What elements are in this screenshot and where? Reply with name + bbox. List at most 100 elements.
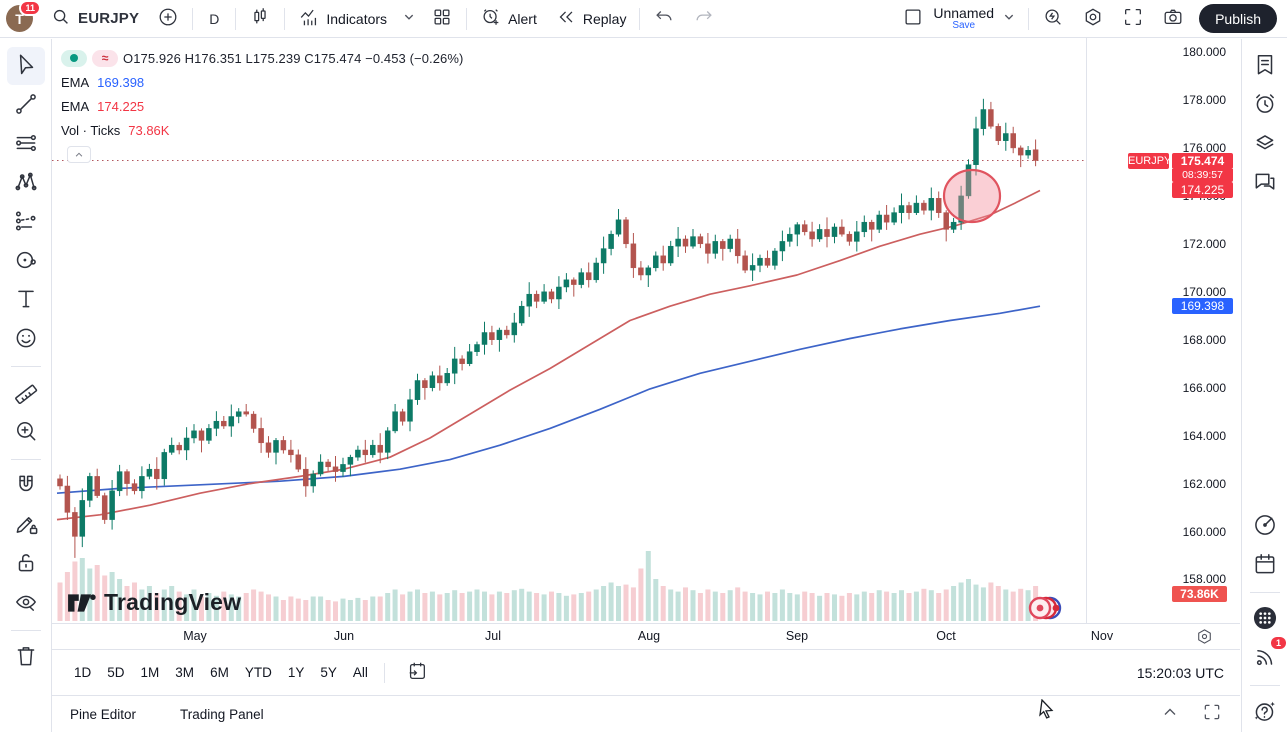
price-axis[interactable]: 180.000178.000176.000174.000172.000170.0… bbox=[1086, 38, 1240, 623]
chat-panel[interactable] bbox=[1246, 164, 1284, 202]
apps-menu[interactable] bbox=[1246, 600, 1284, 638]
indicator-templates-button[interactable] bbox=[422, 4, 462, 34]
help-menu[interactable] bbox=[1246, 693, 1284, 731]
save-layout-button[interactable]: Unnamed Save bbox=[933, 6, 994, 31]
panel-maximize-button[interactable] bbox=[1202, 702, 1222, 727]
price-chart[interactable]: ≈ O175.926 H176.351 L175.239 C175.474 −0… bbox=[52, 38, 1086, 623]
range-3m-button[interactable]: 3M bbox=[167, 660, 202, 685]
cursor-icon bbox=[13, 52, 39, 81]
watchlist-icon bbox=[1252, 52, 1278, 81]
volume-axis-tag: 73.86K bbox=[1172, 586, 1227, 602]
calendar-panel[interactable] bbox=[1246, 546, 1284, 584]
time-tick-sep: Sep bbox=[785, 629, 809, 643]
hide-drawings[interactable] bbox=[7, 584, 45, 622]
circleshape-icon bbox=[13, 247, 39, 276]
range-6m-button[interactable]: 6M bbox=[202, 660, 237, 685]
price-tick: 160.000 bbox=[1182, 524, 1226, 539]
quick-search-button[interactable] bbox=[1033, 4, 1073, 34]
legend-collapse-button[interactable] bbox=[67, 146, 91, 163]
symbol-search-button[interactable]: EURJPY bbox=[41, 4, 148, 34]
fib-lines-tool[interactable] bbox=[7, 125, 45, 163]
indicators-button[interactable]: Indicators bbox=[289, 4, 396, 34]
compare-add-button[interactable] bbox=[148, 4, 188, 34]
quick-search-icon bbox=[1042, 6, 1064, 31]
emoji-tool[interactable] bbox=[7, 320, 45, 358]
text-tool[interactable] bbox=[7, 281, 45, 319]
fullscreen-icon bbox=[1122, 6, 1144, 31]
calendar-arrow-icon bbox=[406, 660, 428, 685]
range-5d-button[interactable]: 5D bbox=[99, 660, 132, 685]
undo-button[interactable] bbox=[644, 4, 684, 34]
drawing-mode[interactable] bbox=[7, 506, 45, 544]
go-to-date-button[interactable] bbox=[397, 658, 437, 688]
redo-button[interactable] bbox=[684, 4, 724, 34]
layout-dropdown[interactable] bbox=[994, 4, 1024, 34]
alert-button[interactable]: Alert bbox=[471, 4, 546, 34]
replay-button[interactable]: Replay bbox=[546, 4, 636, 34]
save-label: Save bbox=[952, 19, 976, 31]
time-tick-oct: Oct bbox=[936, 629, 956, 643]
symbol-name: EURJPY bbox=[78, 10, 140, 27]
divider bbox=[10, 630, 41, 631]
price-tick: 158.000 bbox=[1182, 572, 1226, 587]
forecast-icon bbox=[13, 208, 39, 237]
object-tree-panel[interactable] bbox=[1246, 125, 1284, 163]
trading-panel-tab[interactable]: Trading Panel bbox=[180, 706, 264, 722]
lock-drawings[interactable] bbox=[7, 545, 45, 583]
alert-label: Alert bbox=[508, 10, 537, 27]
range-1m-button[interactable]: 1M bbox=[133, 660, 168, 685]
magnet-mode[interactable] bbox=[7, 467, 45, 505]
hotlists-panel[interactable] bbox=[1246, 507, 1284, 545]
range-all-button[interactable]: All bbox=[345, 660, 376, 685]
data-provider-logos[interactable] bbox=[1027, 595, 1073, 623]
watchlist-panel[interactable] bbox=[1246, 47, 1284, 85]
price-tick: 170.000 bbox=[1182, 284, 1226, 299]
legend-main-row[interactable]: ≈ O175.926 H176.351 L175.239 C175.474 −0… bbox=[61, 48, 463, 68]
user-menu[interactable]: T 11 bbox=[6, 0, 41, 32]
separator bbox=[383, 662, 385, 683]
range-1y-button[interactable]: 1Y bbox=[280, 660, 313, 685]
circle-shape-tool[interactable] bbox=[7, 242, 45, 280]
ema1-label: EMA bbox=[61, 74, 90, 90]
xabcd-icon bbox=[13, 169, 39, 198]
forecast-tool[interactable] bbox=[7, 203, 45, 241]
chart-style-button[interactable] bbox=[240, 4, 280, 34]
range-toolbar: 1D 5D 1M 3M 6M YTD 1Y 5Y All 15:20:03 UTC bbox=[52, 649, 1240, 695]
legend-volume-row[interactable]: Vol · Ticks 73.86K bbox=[61, 120, 463, 140]
candlestick-chart bbox=[52, 98, 1086, 621]
interval-button[interactable]: D bbox=[197, 4, 231, 34]
time-axis[interactable]: May Jun Jul Aug Sep Oct Nov bbox=[52, 623, 1240, 649]
fullscreen-button[interactable] bbox=[1113, 4, 1153, 34]
cursor-tool[interactable] bbox=[6, 47, 45, 85]
settings-button[interactable] bbox=[1073, 4, 1113, 34]
alerts-panel[interactable] bbox=[1246, 86, 1284, 124]
legend-ema1-row[interactable]: EMA 169.398 bbox=[61, 72, 463, 92]
remove-drawings[interactable] bbox=[7, 638, 45, 676]
axis-settings-button[interactable] bbox=[1195, 627, 1215, 647]
panel-collapse-button[interactable] bbox=[1160, 702, 1180, 727]
trend-line-tool[interactable] bbox=[7, 86, 45, 124]
streams-panel[interactable]: 1 bbox=[1246, 637, 1286, 677]
right-sidebar: 1 bbox=[1241, 39, 1287, 732]
layout-select-button[interactable] bbox=[893, 4, 933, 34]
snapshot-button[interactable] bbox=[1153, 4, 1193, 34]
help-icon bbox=[1252, 698, 1278, 727]
range-ytd-button[interactable]: YTD bbox=[237, 660, 280, 685]
price-tick: 168.000 bbox=[1182, 332, 1226, 347]
apps-icon bbox=[1252, 605, 1278, 634]
trendline-icon bbox=[13, 91, 39, 120]
clock-utc[interactable]: 15:20:03 UTC bbox=[1136, 664, 1224, 681]
range-1d-button[interactable]: 1D bbox=[66, 660, 99, 685]
ema-blue-axis-tag: 169.398 bbox=[1172, 298, 1233, 315]
measure-tool[interactable] bbox=[7, 374, 45, 412]
divider bbox=[1249, 685, 1280, 686]
legend-ema2-row[interactable]: EMA 174.225 bbox=[61, 96, 463, 116]
price-tick: 172.000 bbox=[1182, 236, 1226, 251]
zoom-in-tool[interactable] bbox=[7, 413, 45, 451]
publish-button[interactable]: Publish bbox=[1199, 4, 1277, 33]
indicators-dropdown[interactable] bbox=[396, 4, 422, 34]
range-5y-button[interactable]: 5Y bbox=[312, 660, 345, 685]
gear-icon bbox=[1198, 629, 1211, 644]
pine-editor-tab[interactable]: Pine Editor bbox=[70, 706, 137, 722]
xabcd-pattern-tool[interactable] bbox=[7, 164, 45, 202]
